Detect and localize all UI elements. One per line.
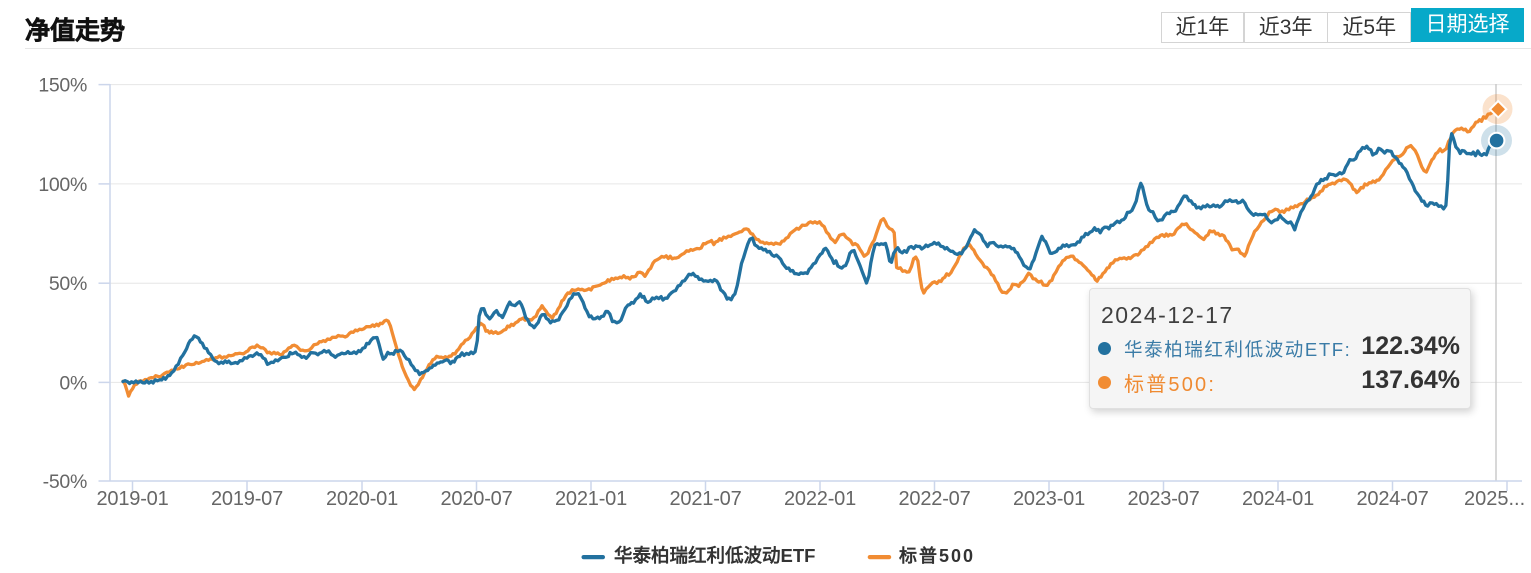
svg-text:华泰柏瑞红利低波动ETF: 华泰柏瑞红利低波动ETF: [614, 545, 815, 566]
svg-text:2019-07: 2019-07: [211, 488, 283, 510]
svg-text:100%: 100%: [38, 174, 87, 196]
svg-text:2025...: 2025...: [1464, 488, 1525, 510]
svg-text:50%: 50%: [49, 273, 87, 295]
svg-text:2023-07: 2023-07: [1128, 488, 1200, 510]
svg-text:2021-07: 2021-07: [670, 488, 742, 510]
svg-text:2021-01: 2021-01: [555, 488, 627, 510]
svg-text:2022-01: 2022-01: [784, 488, 856, 510]
svg-text:2023-01: 2023-01: [1013, 488, 1085, 510]
svg-text:2020-07: 2020-07: [441, 488, 513, 510]
svg-text:0%: 0%: [59, 372, 87, 394]
svg-text:-50%: -50%: [43, 471, 87, 493]
svg-text:2019-01: 2019-01: [97, 488, 169, 510]
svg-text:标普500: 标普500: [898, 545, 975, 566]
svg-text:2022-07: 2022-07: [899, 488, 971, 510]
svg-text:2024-07: 2024-07: [1357, 488, 1429, 510]
svg-text:2020-01: 2020-01: [326, 488, 398, 510]
svg-text:2024-01: 2024-01: [1242, 488, 1314, 510]
svg-text:150%: 150%: [38, 75, 87, 97]
